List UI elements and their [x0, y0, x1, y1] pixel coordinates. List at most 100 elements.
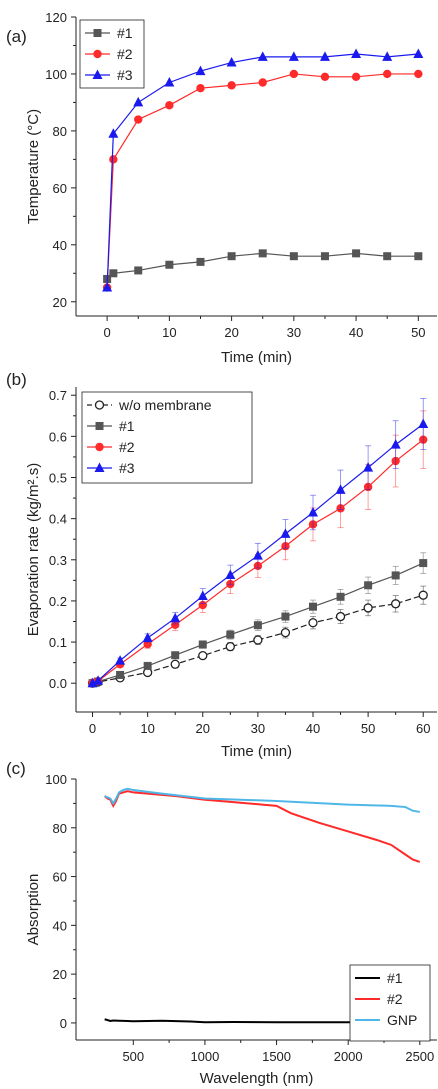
- panel-label: (b): [6, 370, 27, 389]
- data-point: [253, 621, 262, 630]
- panel-label: (c): [6, 759, 26, 778]
- legend: #1 #2 #3: [79, 19, 145, 89]
- series-1: [103, 249, 423, 283]
- x-tick-label: 20: [224, 325, 238, 340]
- data-point: [195, 65, 206, 76]
- legend-marker: [93, 49, 102, 59]
- chart-panel-1: (a) 0 10 20 30 40 50 20 40 60 80 100 120 Time (min) Te…: [6, 10, 437, 366]
- data-point: [391, 571, 400, 580]
- data-point: [307, 506, 318, 517]
- data-point: [165, 101, 174, 110]
- data-point: [258, 78, 267, 87]
- x-tick-label: 1500: [262, 1049, 291, 1064]
- x-tick-label: 30: [251, 721, 265, 736]
- data-point: [227, 252, 236, 261]
- series-1: [104, 1018, 420, 1024]
- data-point: [115, 655, 126, 665]
- data-point: [253, 635, 263, 645]
- data-point: [351, 48, 362, 59]
- x-tick-label: 40: [349, 325, 363, 340]
- data-point: [134, 115, 143, 124]
- data-point: [134, 266, 143, 275]
- y-tick-label: 0.6: [49, 429, 67, 444]
- panel-label: (a): [6, 27, 27, 46]
- y-tick-label: 0: [60, 1016, 67, 1031]
- data-point: [390, 439, 401, 449]
- legend-marker: [92, 69, 103, 79]
- data-point: [143, 661, 152, 670]
- data-point: [289, 252, 298, 261]
- y-tick-label: 40: [53, 238, 67, 253]
- y-tick-label: 0.2: [49, 594, 67, 609]
- chart-panel-3: (c) 500 1000 1500 2000 2500 0 20 40 60 80 100 Wavele…: [6, 759, 437, 1087]
- x-tick-label: 50: [361, 721, 375, 736]
- data-point: [198, 650, 208, 661]
- legend-label: #1: [117, 25, 133, 41]
- data-point: [364, 581, 373, 590]
- data-point: [308, 618, 318, 628]
- data-point: [418, 418, 429, 429]
- data-point: [419, 559, 428, 568]
- data-point: [335, 611, 346, 622]
- y-tick-label: 80: [53, 821, 67, 836]
- data-point: [383, 252, 392, 261]
- data-point: [170, 659, 180, 669]
- legend-marker: [95, 422, 104, 430]
- x-tick-label: 0: [104, 325, 111, 340]
- legend-label: GNP: [387, 1012, 417, 1028]
- data-point: [288, 51, 299, 61]
- data-point: [280, 627, 291, 638]
- y-tick-label: 100: [45, 67, 67, 82]
- y-axis-title: Temperature (°C): [25, 109, 42, 224]
- data-point: [336, 592, 345, 601]
- legend: #1 #2 GNP: [349, 964, 431, 1042]
- data-point: [226, 630, 235, 639]
- legend-label: #1: [119, 418, 135, 434]
- data-point: [257, 51, 268, 61]
- y-tick-label: 0.3: [49, 553, 67, 568]
- series-3: [104, 787, 420, 813]
- legend-label: #3: [117, 67, 133, 83]
- y-tick-label: 100: [45, 772, 67, 787]
- data-point: [87, 677, 98, 688]
- data-point: [133, 96, 144, 107]
- data-point: [170, 612, 181, 623]
- y-tick-label: 0.4: [49, 512, 67, 527]
- series-line: [104, 790, 421, 863]
- legend-marker: [93, 29, 102, 37]
- data-point: [102, 282, 113, 292]
- series-2: [102, 69, 423, 292]
- x-axis-title: Time (min): [221, 743, 292, 760]
- data-point: [351, 72, 361, 82]
- legend-label: #2: [119, 439, 135, 455]
- series-line: [106, 73, 419, 288]
- legend-marker: [94, 400, 105, 410]
- data-point: [320, 72, 330, 82]
- series-2: [104, 790, 421, 863]
- data-point: [391, 599, 401, 609]
- y-tick-label: 0.1: [49, 635, 67, 650]
- x-tick-label: 40: [306, 721, 320, 736]
- data-point: [414, 69, 423, 79]
- data-point: [109, 269, 118, 278]
- data-point: [413, 48, 424, 59]
- series-line: [104, 787, 420, 813]
- x-axis-title: Wavelength (nm): [200, 1070, 314, 1087]
- data-point: [258, 249, 267, 258]
- x-tick-label: 0: [89, 721, 96, 736]
- x-axis-title: Time (min): [221, 349, 292, 366]
- data-point: [227, 81, 236, 90]
- y-tick-label: 20: [53, 295, 67, 310]
- data-point: [363, 462, 374, 472]
- data-point: [198, 600, 207, 610]
- data-point: [196, 257, 205, 266]
- data-point: [225, 569, 236, 580]
- y-tick-label: 0.5: [49, 471, 67, 486]
- y-tick-label: 60: [53, 181, 67, 196]
- data-point: [383, 69, 392, 79]
- y-tick-label: 120: [45, 10, 67, 25]
- x-tick-label: 30: [287, 325, 301, 340]
- data-point: [116, 670, 125, 679]
- y-axis-title: Absorption: [25, 874, 42, 946]
